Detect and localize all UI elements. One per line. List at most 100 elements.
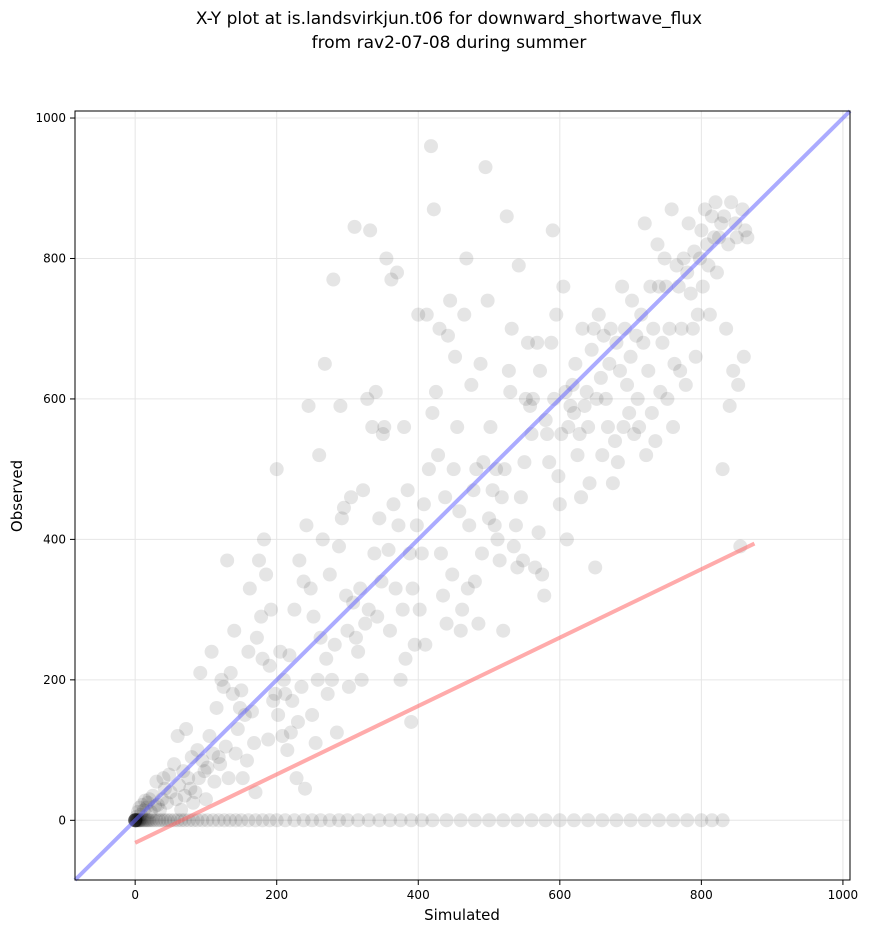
- data-point: [404, 813, 419, 828]
- data-point: [704, 209, 719, 224]
- data-point: [262, 658, 277, 673]
- data-point: [191, 771, 206, 786]
- data-point: [487, 518, 502, 533]
- data-point: [220, 553, 235, 568]
- data-point: [639, 448, 654, 463]
- data-point: [478, 160, 493, 175]
- data-point: [230, 722, 245, 737]
- data-point: [533, 363, 547, 378]
- data-point: [518, 391, 533, 406]
- data-point: [312, 448, 327, 463]
- data-point: [207, 774, 222, 789]
- data-point: [347, 219, 362, 234]
- data-point: [377, 420, 392, 435]
- data-point: [261, 732, 276, 747]
- data-point: [221, 771, 236, 786]
- data-point: [319, 651, 334, 666]
- data-point: [473, 356, 488, 371]
- data-point: [365, 420, 380, 435]
- data-point: [424, 139, 439, 154]
- one-to-one-line: [73, 109, 852, 882]
- data-point: [551, 469, 566, 484]
- data-point: [249, 630, 264, 645]
- data-point: [499, 209, 514, 224]
- y-axis-label: Observed: [8, 460, 26, 532]
- data-point: [709, 265, 724, 280]
- data-point: [678, 377, 693, 392]
- data-point: [320, 686, 335, 701]
- data-point: [615, 279, 630, 294]
- data-point: [234, 813, 249, 828]
- data-point: [305, 707, 320, 722]
- data-point: [439, 813, 454, 828]
- data-point: [292, 553, 307, 568]
- data-point: [510, 813, 525, 828]
- data-point: [305, 813, 320, 828]
- data-point: [209, 700, 224, 715]
- data-point: [593, 370, 608, 385]
- data-point: [152, 813, 167, 828]
- data-point: [206, 813, 221, 828]
- data-point: [669, 258, 684, 273]
- grid-lines: [75, 111, 850, 880]
- data-point: [242, 581, 257, 596]
- data-point: [331, 539, 346, 554]
- data-point: [348, 630, 363, 645]
- data-point: [198, 792, 213, 807]
- data-point: [666, 813, 681, 828]
- data-point: [738, 223, 753, 238]
- data-point: [530, 335, 545, 350]
- data-point: [496, 813, 511, 828]
- data-point: [610, 455, 625, 470]
- data-point: [627, 427, 642, 442]
- data-point: [622, 405, 637, 420]
- data-point: [142, 813, 157, 828]
- data-point: [360, 391, 375, 406]
- data-point: [712, 230, 727, 245]
- data-point: [666, 420, 681, 435]
- data-point: [282, 648, 297, 663]
- data-point: [177, 788, 192, 803]
- data-point: [561, 420, 576, 435]
- data-point: [152, 802, 167, 817]
- data-point: [464, 377, 479, 392]
- data-point: [704, 813, 719, 828]
- data-point: [264, 602, 279, 617]
- x-tick-label: 400: [407, 888, 430, 902]
- data-point: [595, 813, 610, 828]
- data-point: [131, 813, 146, 828]
- data-point: [259, 567, 274, 582]
- data-point: [650, 237, 665, 252]
- data-point: [681, 216, 696, 231]
- data-point: [255, 813, 270, 828]
- data-point: [290, 714, 305, 729]
- data-point: [524, 813, 539, 828]
- data-point: [200, 760, 215, 775]
- data-point: [269, 813, 284, 828]
- data-point: [195, 813, 210, 828]
- data-point: [690, 307, 705, 322]
- data-point: [425, 405, 440, 420]
- data-point: [685, 321, 700, 336]
- data-point: [248, 813, 263, 828]
- data-point: [482, 813, 497, 828]
- data-point: [485, 483, 500, 498]
- data-point: [411, 307, 426, 322]
- data-point: [269, 462, 284, 477]
- data-point: [572, 427, 587, 442]
- data-point: [271, 707, 286, 722]
- data-point: [400, 483, 415, 498]
- data-point: [600, 420, 615, 435]
- data-point: [241, 813, 256, 828]
- data-point: [211, 750, 226, 765]
- data-point: [591, 307, 606, 322]
- data-point: [372, 813, 387, 828]
- data-point: [146, 813, 161, 828]
- data-point: [729, 230, 744, 245]
- data-point: [715, 813, 730, 828]
- data-point: [450, 420, 465, 435]
- data-point: [354, 672, 369, 687]
- data-point: [510, 560, 525, 575]
- data-point: [603, 321, 618, 336]
- data-point: [162, 767, 177, 782]
